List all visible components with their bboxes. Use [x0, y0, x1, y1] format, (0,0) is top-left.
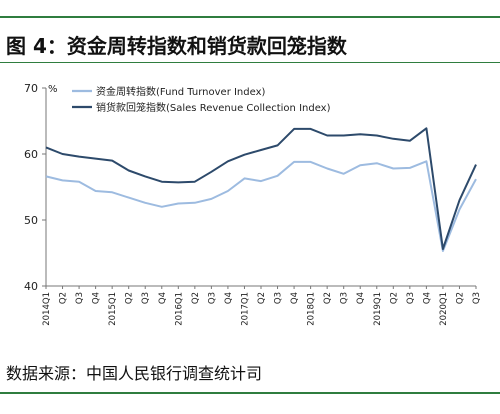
fund-turnover-line [45, 160, 477, 252]
x-tick-label: 2020Q1 [439, 292, 449, 326]
chart-container: 40 50 60 70% 2014Q1 Q2 Q3 Q4 2015Q1 Q2 Q3 Q4 2016Q1 Q… [0, 64, 500, 354]
x-tick-label: Q3 [340, 292, 350, 304]
x-tick-label: 2019Q1 [373, 292, 383, 326]
y-tick-label: 70 [24, 82, 38, 95]
legend-label: 销货款回笼指数(Sales Revenue Collection Index) [96, 101, 331, 114]
axes: 40 50 60 70 % 2014Q1 Q2 Q3 Q4 2015Q1 Q2 Q3 Q4 2016Q1 Q… [24, 82, 482, 326]
x-tick-label: Q3 [406, 292, 416, 304]
legend-label: 资金周转指数(Fund Turnover Index) [96, 85, 266, 98]
series-lines [45, 127, 477, 252]
y-tick-label: 50 [24, 214, 38, 227]
line-chart: 40 50 60 70 % 2014Q1 Q2 Q3 Q4 2015Q1 Q2 Q3 Q4 2016Q1 Q… [24, 82, 482, 326]
x-tick-label: Q3 [141, 292, 151, 304]
legend: 资金周转指数(Fund Turnover Index) 销货款回笼指数(Sales… [72, 85, 331, 114]
top-rule [0, 16, 500, 18]
x-tick-label: 2018Q1 [307, 292, 317, 326]
source-note: 数据来源：中国人民银行调查统计司 [6, 364, 263, 383]
x-tick-label: Q2 [257, 292, 267, 304]
x-tick-label: Q2 [389, 292, 399, 304]
x-tick-label: Q2 [125, 292, 135, 304]
x-tick-label: Q4 [158, 292, 168, 304]
y-unit-label: % [48, 84, 58, 95]
x-tick-label: Q2 [455, 292, 465, 304]
x-tick-label: Q4 [356, 292, 366, 304]
bottom-rule [0, 392, 500, 394]
x-tick-label: Q4 [290, 292, 300, 304]
y-tick-label: 60 [24, 148, 38, 161]
title-rule [0, 62, 500, 63]
x-tick-label: 2014Q1 [42, 292, 52, 326]
x-tick-label: Q3 [75, 292, 85, 304]
x-tick-label: 2017Q1 [240, 292, 250, 326]
x-tick-label: Q3 [274, 292, 284, 304]
x-tick-label: Q4 [224, 292, 234, 304]
x-tick-label: Q2 [323, 292, 333, 304]
y-tick-label: 40 [24, 280, 38, 293]
x-tick-label: Q3 [472, 292, 482, 304]
x-tick-label: Q3 [207, 292, 217, 304]
x-tick-label: Q2 [191, 292, 201, 304]
figure-title: 图 4：资金周转指数和销货款回笼指数 [6, 34, 347, 58]
x-tick-label: Q4 [92, 292, 102, 304]
x-tick-label: Q4 [422, 292, 432, 304]
sales-collection-line [45, 127, 477, 250]
x-tick-label: Q2 [59, 292, 69, 304]
x-tick-label: 2015Q1 [108, 292, 118, 326]
x-tick-label: 2016Q1 [174, 292, 184, 326]
